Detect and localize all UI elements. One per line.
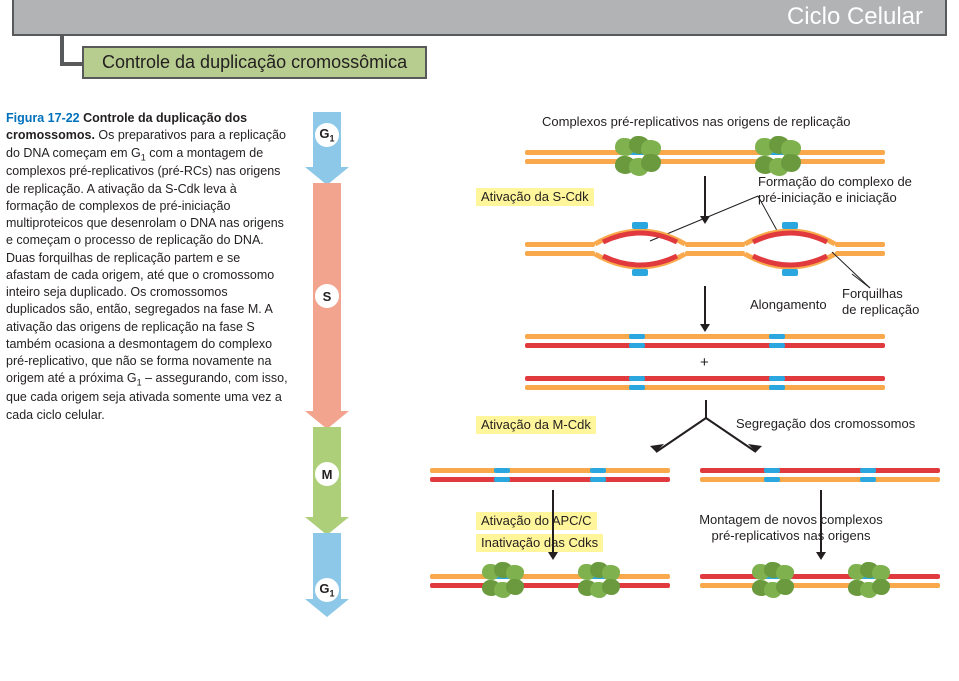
phase-s: S bbox=[305, 183, 349, 429]
phase-s-label: S bbox=[323, 289, 332, 304]
arrow-segregation bbox=[636, 396, 776, 466]
label-apc: Ativação do APC/C bbox=[476, 512, 597, 530]
stage1 bbox=[525, 142, 885, 172]
top-banner: Ciclo Celular bbox=[12, 0, 947, 36]
label-scdk: Ativação da S-Cdk bbox=[476, 188, 594, 206]
arrow-2-3 bbox=[700, 286, 710, 332]
label-mcdk: Ativação da M-Cdk bbox=[476, 416, 596, 434]
label-alongamento: Alongamento bbox=[750, 297, 827, 313]
arrow-4b-5b bbox=[816, 490, 826, 560]
diagram-area: Complexos pré-replicativos nas origens d… bbox=[380, 96, 950, 676]
phase-column: G1 S M G1 bbox=[305, 112, 349, 617]
phase-g1a-label: G1 bbox=[319, 126, 334, 144]
phase-m: M bbox=[305, 427, 349, 535]
arrow-1-2 bbox=[700, 176, 710, 224]
sub-banner-title: Controle da duplicação cromossômica bbox=[102, 52, 407, 72]
stage5a bbox=[430, 566, 670, 596]
pointer-forquilhas bbox=[810, 246, 890, 296]
sub-banner: Controle da duplicação cromossômica bbox=[82, 46, 427, 79]
stage5b bbox=[700, 566, 940, 596]
page-title: Ciclo Celular bbox=[787, 3, 923, 31]
phase-g1b: G1 bbox=[305, 533, 349, 617]
phase-g1b-label: G1 bbox=[319, 581, 334, 599]
phase-g1a: G1 bbox=[305, 112, 349, 185]
label-prerc: Complexos pré-replicativos nas origens d… bbox=[542, 114, 902, 130]
label-plus: + bbox=[700, 354, 709, 373]
label-inact: Inativação das Cdks bbox=[476, 534, 603, 552]
figure-number: Figura 17-22 bbox=[6, 111, 80, 125]
label-preinit: Formação do complexo de pré-iniciação e … bbox=[758, 174, 918, 207]
figure-body: Os preparativos para a replicação do DNA… bbox=[6, 128, 288, 421]
label-assembly: Montagem de novos complexospré-replicati… bbox=[676, 512, 906, 545]
phase-m-label: M bbox=[322, 467, 333, 482]
arrow-4a-5a bbox=[548, 490, 558, 560]
figure-caption: Figura 17-22 Controle da duplicação dos … bbox=[6, 110, 288, 424]
